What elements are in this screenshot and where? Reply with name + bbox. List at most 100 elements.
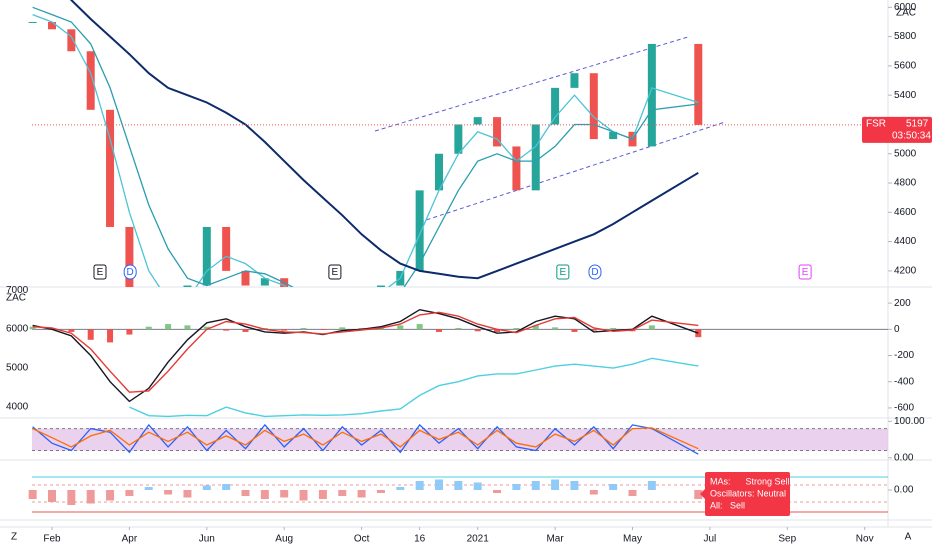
candle <box>589 73 598 140</box>
rating-bar <box>144 487 153 490</box>
x-tick-label: 16 <box>414 534 426 545</box>
candle <box>125 226 134 287</box>
histogram-bar <box>281 329 288 331</box>
histogram-bar <box>532 325 539 330</box>
histogram-bar <box>397 325 404 330</box>
series-line <box>69 0 699 280</box>
event-label: E <box>332 267 339 278</box>
x-tick-label: Oct <box>354 534 370 545</box>
countdown-label: 03:50:34 <box>892 131 931 142</box>
rating-bar <box>183 490 192 498</box>
y2-tick-label: 6000 <box>6 324 29 335</box>
rating-bar <box>435 479 443 490</box>
rating-bar <box>415 481 424 490</box>
event-label: E <box>802 267 809 278</box>
candle <box>647 43 656 147</box>
band <box>32 428 888 451</box>
x-tick-label: Jun <box>199 534 215 545</box>
corner-left[interactable]: Z <box>11 532 17 543</box>
histogram-bar <box>513 328 520 330</box>
tooltip-line: All: Sell <box>710 500 745 510</box>
candle <box>222 226 231 271</box>
rating-bar <box>106 490 115 501</box>
y-tick-label: 100.00 <box>894 416 925 427</box>
event-label: D <box>127 267 134 278</box>
x-tick-label: Jul <box>704 534 717 545</box>
macd-badge[interactable]: ZAC <box>6 293 26 304</box>
rating-bar <box>694 490 703 499</box>
corner-right[interactable]: A <box>905 532 912 543</box>
candle <box>376 285 385 287</box>
rating-bar <box>609 484 618 490</box>
x-tick-label: 2021 <box>467 534 490 545</box>
histogram-bar <box>203 326 210 330</box>
x-tick-label: Apr <box>122 534 138 545</box>
y-tick-label: 200 <box>894 298 911 309</box>
event-label: D <box>591 267 598 278</box>
candle <box>106 109 115 227</box>
rating-bar <box>202 485 211 490</box>
histogram-bar <box>223 329 230 331</box>
rating-bar <box>164 490 173 495</box>
histogram-bar <box>184 325 191 330</box>
y-tick-label: 6000 <box>894 2 917 13</box>
rating-bar <box>86 490 95 504</box>
histogram-bar <box>68 329 75 332</box>
y-tick-label: 0.00 <box>894 452 914 463</box>
event-label: E <box>97 267 104 278</box>
rating-bar <box>48 490 56 502</box>
x-tick-label: Nov <box>856 534 874 545</box>
histogram-bar <box>300 328 307 330</box>
candle <box>473 117 482 125</box>
candle <box>570 73 579 88</box>
series-line <box>129 357 699 418</box>
rating-bar <box>28 490 37 499</box>
tooltip-line: Oscillators: Neutral <box>710 488 786 498</box>
x-tick-label: May <box>623 534 642 545</box>
series-line <box>32 6 699 287</box>
histogram-bar <box>455 328 462 330</box>
channel-line <box>374 36 689 132</box>
y-tick-label: 0 <box>894 324 900 335</box>
y-tick-label: -600 <box>894 403 914 414</box>
histogram-bar <box>126 329 133 335</box>
event-marker <box>328 264 342 280</box>
y2-tick-label: 7000 <box>6 285 29 296</box>
histogram-bar <box>145 326 152 330</box>
rating-bar <box>376 490 385 493</box>
event-marker <box>556 264 570 280</box>
y-tick-label: 0.00 <box>894 485 914 496</box>
tooltip-box <box>705 472 790 516</box>
candle <box>609 131 618 140</box>
histogram-bar <box>494 329 501 332</box>
y-tick-label: -200 <box>894 350 914 361</box>
series-line <box>32 13 699 287</box>
candle <box>241 270 250 286</box>
candle <box>28 21 37 23</box>
symbol-badge[interactable]: ZAC <box>896 8 916 19</box>
candle <box>48 21 56 30</box>
y-tick-label: 4200 <box>894 266 917 277</box>
rating-bar <box>125 490 134 496</box>
candle <box>493 117 502 147</box>
rating-bar <box>589 490 598 495</box>
y-tick-label: 5800 <box>894 31 917 42</box>
rating-bar <box>628 490 637 496</box>
rating-bar <box>570 481 579 490</box>
event-label: E <box>560 267 567 278</box>
y-tick-label: 4800 <box>894 178 917 189</box>
rating-bar <box>512 484 521 490</box>
event-marker <box>798 264 812 280</box>
rating-bar <box>299 490 308 501</box>
candle <box>512 146 521 191</box>
histogram-bar <box>610 328 617 330</box>
candle <box>415 190 424 271</box>
x-tick-label: Mar <box>546 534 564 545</box>
series-line <box>32 311 699 393</box>
tooltip-pointer <box>700 489 705 499</box>
event-marker <box>93 264 107 280</box>
last-price-label: 5197 <box>906 119 929 130</box>
rating-bar <box>280 490 289 498</box>
rating-bar <box>260 490 269 499</box>
